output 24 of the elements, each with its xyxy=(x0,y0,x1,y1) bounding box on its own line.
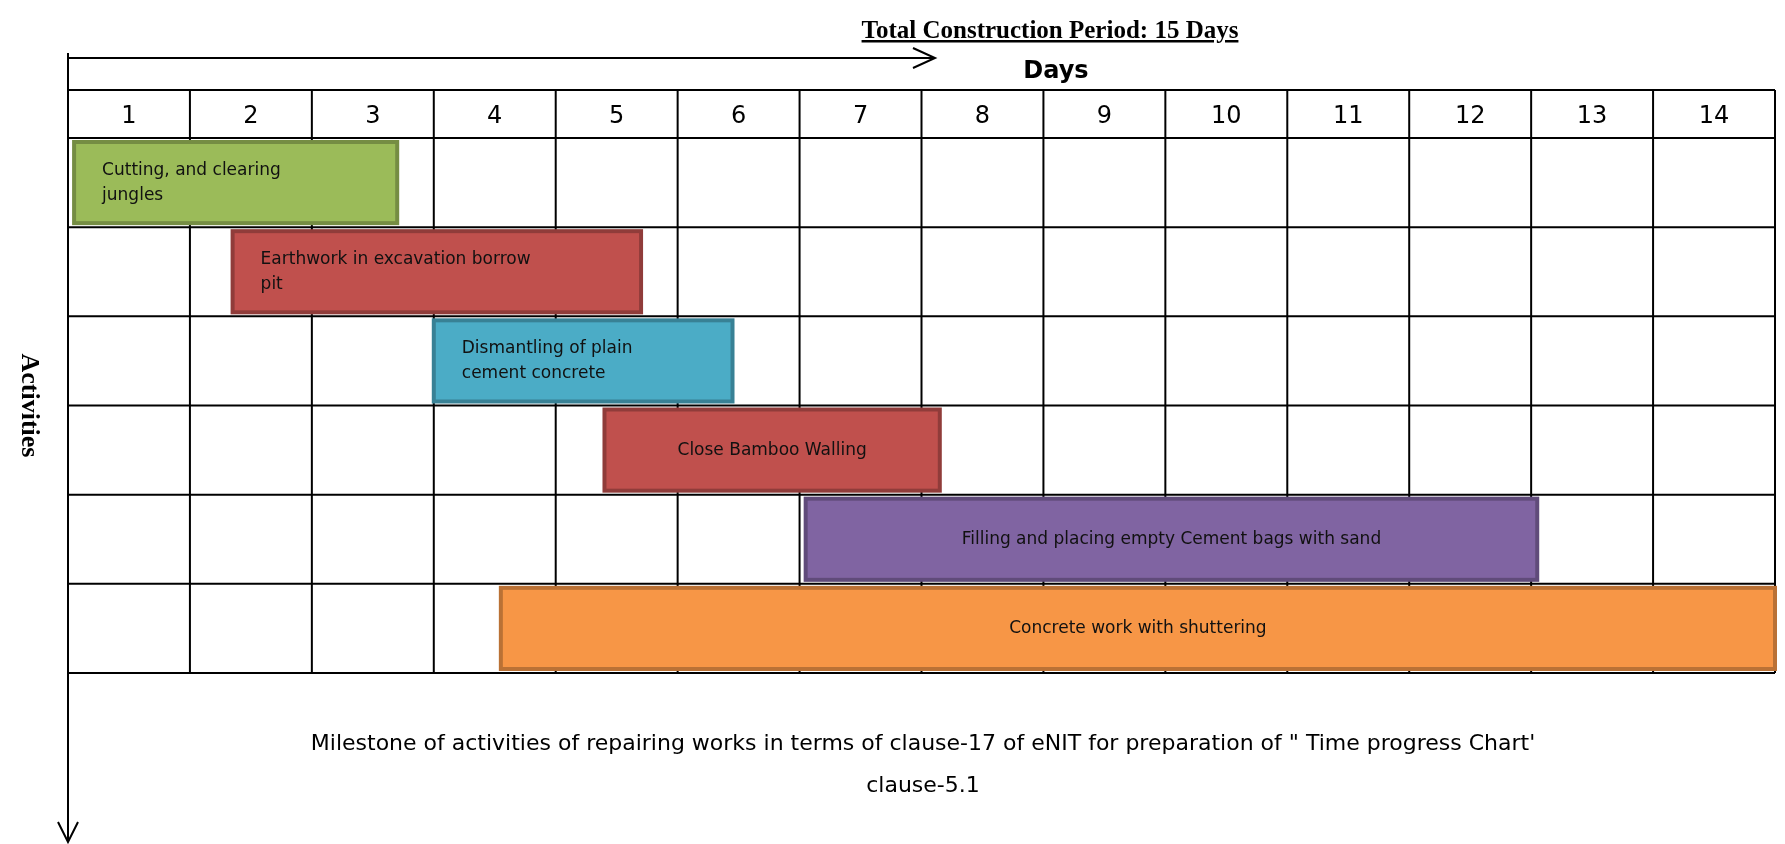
x-tick-label: 10 xyxy=(1211,101,1242,129)
y-tick-label: Close Bamboo Walling xyxy=(677,439,867,460)
x-tick-label: 5 xyxy=(609,101,625,129)
x-tick-label: 13 xyxy=(1576,101,1608,129)
x-tick-label: 8 xyxy=(974,101,991,129)
y-axis-title: Activities xyxy=(16,353,45,458)
x-tick-label: 1 xyxy=(121,101,137,129)
x-tick-label: 11 xyxy=(1332,101,1364,129)
text: Milestone of activities of repairing works in terms of clause-17 of eNIT for preparation of " Time progress Chart' clause-5.1 xyxy=(310,730,1536,797)
y-tick-label: Concrete work with shuttering xyxy=(1009,617,1267,638)
x-tick-label: 9 xyxy=(1096,101,1113,129)
y-tick-label: Filling and placing empty Cement bags with sand xyxy=(961,528,1382,549)
x-tick-label: 2 xyxy=(243,101,259,129)
x-tick-label: 12 xyxy=(1454,101,1486,129)
y-tick-label: Dismantling of plain cement concrete xyxy=(461,337,633,383)
y-tick-label: Earthwork in excavation borrow pit xyxy=(260,248,531,294)
x-tick-label: 3 xyxy=(365,101,381,129)
x-tick-label: 4 xyxy=(487,101,503,129)
x-axis-title: Days xyxy=(1023,56,1089,84)
y-tick-label: Cutting, and clearing jungles xyxy=(101,159,281,205)
x-tick-label: 14 xyxy=(1698,101,1730,129)
x-tick-label: 6 xyxy=(730,101,747,129)
x-tick-label: 7 xyxy=(852,101,869,129)
chart-title: Total Construction Period: 15 Days xyxy=(861,16,1239,43)
